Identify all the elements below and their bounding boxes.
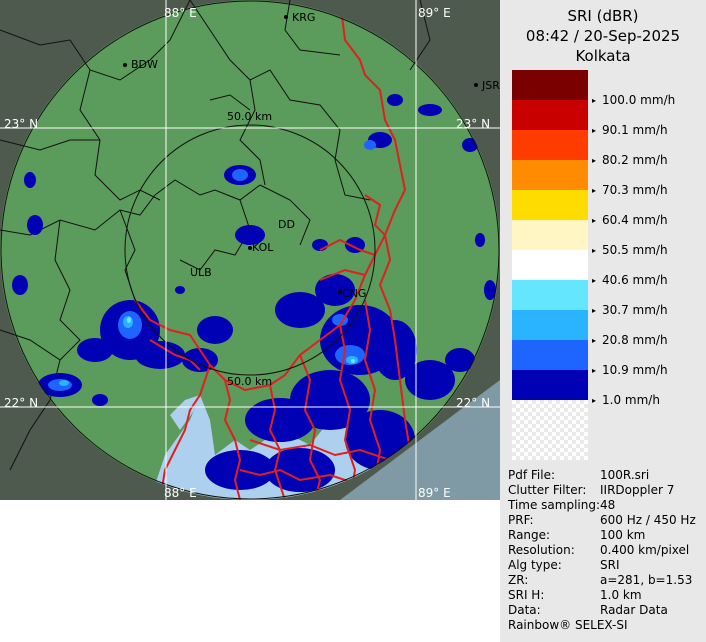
legend-label: 10.9 mm/h <box>592 363 668 377</box>
legend-swatch <box>512 100 588 130</box>
legend-swatch <box>512 280 588 310</box>
legend-swatch <box>512 340 588 370</box>
lat-22-left-label: 22° N <box>4 396 38 410</box>
info-value: 100 km <box>600 528 646 542</box>
lon-88-bottom-label: 88° E <box>164 486 197 500</box>
city-cng: CNG <box>342 287 366 300</box>
legend-label: 80.2 mm/h <box>592 153 668 167</box>
range-ring-100km <box>0 0 500 500</box>
legend-label: 40.6 mm/h <box>592 273 668 287</box>
info-value: SRI <box>600 558 620 572</box>
datetime-title: 08:42 / 20-Sep-2025 <box>525 27 681 45</box>
legend-swatch <box>512 310 588 340</box>
legend-no-data-swatch <box>512 400 588 460</box>
info-row: Range: 100 km <box>508 528 706 543</box>
info-row: Time sampling: 48 <box>508 498 706 513</box>
info-row: Resolution: 0.400 km/pixel <box>508 543 706 558</box>
legend-swatch <box>512 220 588 250</box>
legend-swatch <box>512 190 588 220</box>
latlon-grid <box>0 0 500 500</box>
info-value: 48 <box>600 498 616 512</box>
radar-map: 88° E 89° E 88° E 89° E 23° N 23° N 22° … <box>0 0 500 500</box>
lat-23-right-label: 23° N <box>456 117 490 131</box>
coastlines <box>134 0 481 500</box>
info-key: PRF: <box>508 513 534 527</box>
info-row: Pdf File: 100R.sri <box>508 468 706 483</box>
info-panel: SRI (dBR) 08:42 / 20-Sep-2025 Kolkata 10… <box>500 0 706 642</box>
city-jsr: JSR <box>481 79 500 92</box>
station-title: Kolkata <box>575 47 631 65</box>
info-key: Time sampling: <box>508 498 601 512</box>
lat-22-right-label: 22° N <box>456 396 490 410</box>
city-marker <box>248 246 252 250</box>
city-kol: KOL <box>252 241 274 254</box>
legend-swatch <box>512 250 588 280</box>
info-row: ZR: a=281, b=1.53 <box>508 573 706 588</box>
info-row: SRI H: 1.0 km <box>508 588 706 603</box>
city-marker <box>284 15 288 19</box>
info-key: Range: <box>508 528 551 542</box>
info-row: Alg type: SRI <box>508 558 706 573</box>
city-bdw: BDW <box>131 58 158 71</box>
info-value: 1.0 km <box>600 588 642 602</box>
range-label-top: 50.0 km <box>227 110 272 123</box>
legend-label: 60.4 mm/h <box>592 213 668 227</box>
legend-swatch <box>512 160 588 190</box>
info-value: IIRDoppler 7 <box>600 483 675 497</box>
info-key: Alg type: <box>508 558 562 572</box>
info-key: Clutter Filter: <box>508 483 587 497</box>
radar-metadata: Pdf File: 100R.sri Clutter Filter: IIRDoppl… <box>508 468 706 618</box>
city-marker <box>338 290 342 294</box>
legend-label: 20.8 mm/h <box>592 333 668 347</box>
info-key: Pdf File: <box>508 468 556 482</box>
info-value: 0.400 km/pixel <box>600 543 690 557</box>
info-row: Clutter Filter: IIRDoppler 7 <box>508 483 706 498</box>
legend-label: 70.3 mm/h <box>592 183 668 197</box>
range-label-bottom: 50.0 km <box>227 375 272 388</box>
lat-23-left-label: 23° N <box>4 117 38 131</box>
info-key: Data: <box>508 603 541 617</box>
info-value: 600 Hz / 450 Hz <box>600 513 696 527</box>
legend-label: 30.7 mm/h <box>592 303 668 317</box>
info-value: a=281, b=1.53 <box>600 573 693 587</box>
info-key: ZR: <box>508 573 529 587</box>
lon-89-top-label: 89° E <box>418 6 451 20</box>
lon-88-top-label: 88° E <box>164 6 197 20</box>
info-key: Resolution: <box>508 543 575 557</box>
info-row: PRF: 600 Hz / 450 Hz <box>508 513 706 528</box>
range-ring-50km <box>124 124 376 376</box>
city-dd: DD <box>278 218 295 231</box>
district-boundaries <box>0 0 431 471</box>
product-title: SRI (dBR) <box>567 7 639 25</box>
city-marker <box>474 83 478 87</box>
legend-swatch <box>512 130 588 160</box>
radar-map-canvas: 88° E 89° E 88° E 89° E 23° N 23° N 22° … <box>0 0 500 500</box>
precipitation-echoes <box>12 94 496 492</box>
city-marker <box>123 63 127 67</box>
info-value: Radar Data <box>600 603 668 617</box>
legend-label: 90.1 mm/h <box>592 123 668 137</box>
credit-text: Rainbow® SELEX-SI <box>508 618 628 632</box>
info-key: SRI H: <box>508 588 545 602</box>
legend-label: 1.0 mm/h <box>592 393 660 407</box>
sea-outside <box>340 380 500 500</box>
legend-swatch <box>512 70 588 100</box>
info-row: Data: Radar Data <box>508 603 706 618</box>
info-value: 100R.sri <box>600 468 650 482</box>
lon-89-bottom-label: 89° E <box>418 486 451 500</box>
city-ulb: ULB <box>190 266 212 279</box>
legend-label: 100.0 mm/h <box>592 93 675 107</box>
legend-swatch <box>512 370 588 400</box>
city-krg: KRG <box>292 11 315 24</box>
legend-label: 50.5 mm/h <box>592 243 668 257</box>
